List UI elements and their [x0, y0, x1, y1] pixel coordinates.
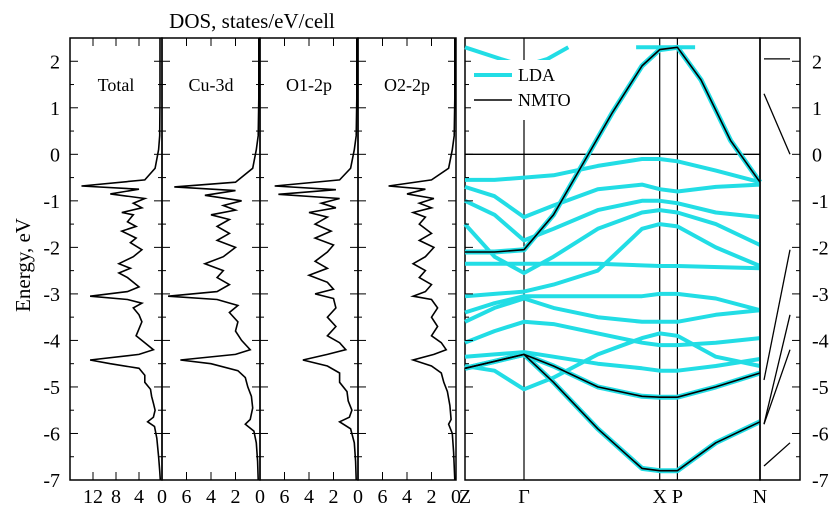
k-point-label: N [753, 486, 767, 508]
nmto-band-0 [465, 46, 761, 253]
y-tick-label-right: -6 [812, 423, 829, 445]
nmto-band-1 [464, 353, 761, 398]
level-segment-4 [763, 314, 791, 425]
lda-band-1 [465, 157, 761, 185]
band-structure-panel: Z Γ X P N LDA NMTO [459, 37, 767, 508]
k-point-label: Z [459, 486, 471, 508]
x-tick-label: 0 [157, 486, 167, 508]
y-tick-label-right: -5 [812, 377, 829, 399]
x-tick-label: 4 [206, 486, 216, 508]
level-segment-2 [763, 249, 791, 381]
dos-panel-frame [259, 37, 359, 481]
y-tick-label-left: 0 [50, 144, 60, 166]
y-tick-label-left: -5 [43, 377, 60, 399]
dos-panel-0: 12 8 4 0 Total [69, 37, 167, 508]
y-tick-label-right: 2 [812, 51, 822, 73]
k-point-label: X [652, 486, 667, 508]
right-panel-frame [759, 37, 801, 481]
lda-band-2 [464, 182, 761, 220]
x-tick-label: 12 [83, 486, 103, 508]
y-tick-label-right: -7 [812, 470, 829, 492]
level-segment-1 [763, 93, 791, 155]
k-point-label: P [672, 486, 683, 508]
x-tick-label: 6 [378, 486, 388, 508]
y-tick-label-left: -7 [43, 470, 60, 492]
dos-panel-frame [69, 37, 163, 481]
level-correlation-panel: 2 1 0 -1 -2 -3 -4 -5 -6 -7 [759, 37, 829, 492]
dos-panel-frame [357, 37, 457, 481]
lda-band-5 [464, 222, 761, 299]
x-tick-label: 2 [427, 486, 437, 508]
y-tick-label-left: -6 [43, 423, 60, 445]
lda-band-8 [464, 319, 761, 348]
lda-band-9 [464, 350, 761, 373]
lda-band-overlap-2 [464, 351, 762, 474]
chart-title: DOS, states/eV/cell [169, 9, 335, 33]
dos-panel-label: Total [98, 75, 135, 95]
x-tick-label: 2 [231, 486, 241, 508]
y-tick-label-right: -2 [812, 237, 829, 259]
dos-panel-label: O2-2p [384, 75, 430, 95]
y-tick-label-right: 0 [812, 144, 822, 166]
dos-panel-1: 6 4 2 0 Cu-3d [161, 37, 265, 508]
y-tick-label-left: 1 [50, 98, 60, 120]
nmto-band-2 [464, 353, 761, 472]
dos-curve-cu-3d [168, 38, 260, 481]
dos-panel-frame [161, 37, 261, 481]
x-tick-label: 6 [182, 486, 192, 508]
lda-band-10 [464, 331, 761, 392]
k-point-label: Γ [518, 486, 530, 508]
x-tick-label: 0 [353, 486, 363, 508]
dos-panel-label: Cu-3d [189, 75, 234, 95]
x-tick-label: 0 [255, 486, 265, 508]
legend: LDA NMTO [471, 60, 591, 120]
x-tick-label: 0 [451, 486, 461, 508]
dos-panel-3: 6 4 2 0 O2-2p [357, 37, 461, 508]
x-tick-label: 4 [304, 486, 314, 508]
dos-panel-label: O1-2p [286, 75, 332, 95]
dos-curve-o2-2p [388, 38, 456, 481]
dos-panel-2: 6 4 2 0 O1-2p [259, 37, 363, 508]
dos-curve-o1-2p [274, 38, 358, 481]
dos-curve-total [81, 38, 162, 481]
lda-band-3 [464, 198, 761, 243]
y-tick-label-right: 1 [812, 98, 822, 120]
x-tick-label: 2 [329, 486, 339, 508]
y-tick-label-right: -1 [812, 191, 829, 213]
y-tick-label-left: -2 [43, 237, 60, 259]
y-axis-label: Energy, eV [11, 218, 35, 312]
level-segment-5 [763, 442, 791, 467]
y-tick-label-right: -4 [812, 330, 829, 352]
level-segment-3 [763, 349, 791, 425]
x-tick-label: 4 [402, 486, 412, 508]
lda-band-4 [465, 261, 761, 271]
x-tick-label: 6 [280, 486, 290, 508]
x-tick-label: 4 [134, 486, 144, 508]
y-tick-label-right: -3 [812, 284, 829, 306]
y-tick-label-left: 2 [50, 51, 60, 73]
y-tick-label-left: -3 [43, 284, 60, 306]
legend-background [471, 60, 591, 120]
lda-band-7 [464, 296, 761, 324]
x-tick-label: 8 [111, 486, 121, 508]
y-tick-label-left: -1 [43, 191, 60, 213]
legend-label-lda: LDA [518, 65, 555, 85]
lda-band-6 [464, 291, 761, 315]
legend-label-nmto: NMTO [518, 90, 571, 110]
y-tick-label-left: -4 [43, 330, 60, 352]
